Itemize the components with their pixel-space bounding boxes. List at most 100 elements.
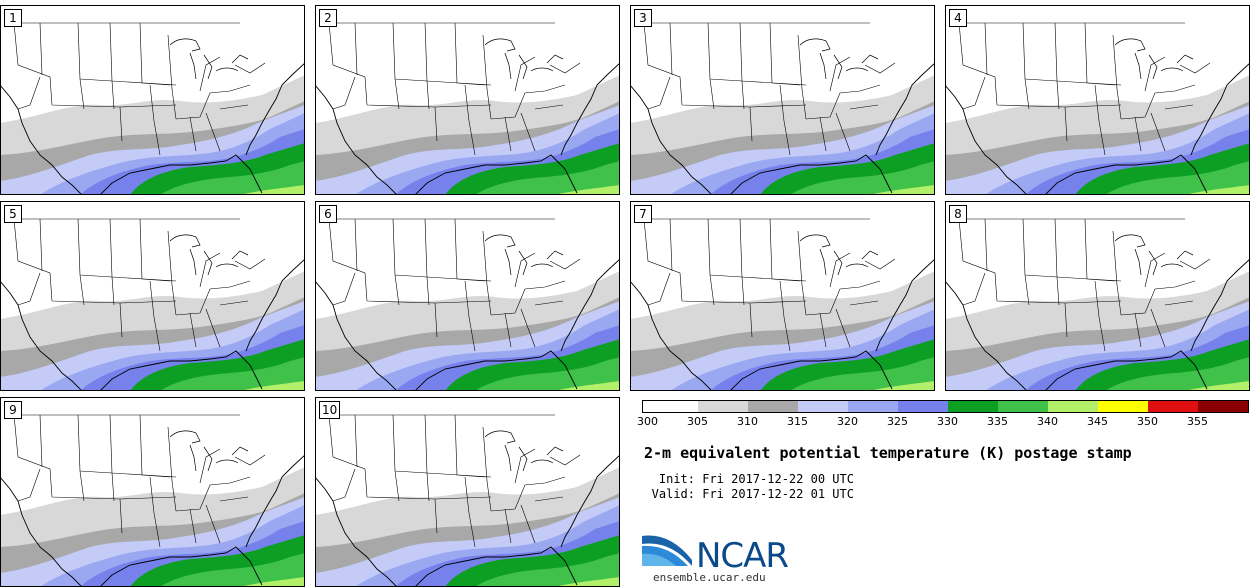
theta-e-contour-fill [1105,357,1250,391]
coastline [315,62,620,195]
member-number: 10 [319,401,341,419]
postage-stamp-panel[interactable]: 10 [315,397,620,587]
theta-e-contour-fill [1185,185,1250,195]
panel-frame [315,397,620,587]
theta-e-contour-fill [160,357,305,391]
postage-stamp-panel[interactable]: 6 [315,201,620,391]
colorbar-swatch [1048,401,1098,412]
coastline [945,62,1250,195]
postage-stamp-panel[interactable]: 5 [0,201,305,391]
colorbar-tick-label: 320 [837,415,858,428]
member-number: 1 [4,9,22,27]
state-borders [13,218,266,352]
site-url[interactable]: ensemble.ucar.edu [653,571,766,584]
ensemble-member-map [315,201,620,391]
theta-e-contour-fill [240,577,305,587]
theta-e-contour-fill [160,161,305,195]
state-borders [643,218,896,352]
colorbar-swatch [1148,401,1198,412]
theta-e-contour-fill [475,161,620,195]
product-title: 2-m equivalent potential temperature (K)… [644,444,1132,462]
great-lakes [1114,234,1194,276]
member-number: 4 [949,9,967,27]
coastline [630,62,935,195]
valid-time: Valid: Fri 2017-12-22 01 UTC [643,487,854,501]
colorbar-tick-label: 310 [737,415,758,428]
theta-e-contour-fill [555,185,620,195]
colorbar-swatch [898,401,948,412]
postage-stamp-panel[interactable]: 7 [630,201,935,391]
great-lakes [484,234,564,276]
colorbar-tick-label: 300 [637,415,658,428]
state-borders [328,414,581,548]
init-value: Fri 2017-12-22 00 UTC [702,472,854,486]
panel-frame [0,5,305,195]
great-lakes [169,430,249,472]
theta-e-contour-fill [1105,161,1250,195]
state-borders [958,218,1211,352]
colorbar-swatch [698,401,748,412]
panel-frame [315,5,620,195]
ensemble-member-map [945,5,1250,195]
coastline [945,258,1250,391]
coastline [630,258,935,391]
member-number: 5 [4,205,22,223]
colorbar-tick-label: 355 [1187,415,1208,428]
postage-stamp-panel[interactable]: 3 [630,5,935,195]
theta-e-contour-fill [240,381,305,391]
great-lakes [169,38,249,80]
colorbar-swatch [1198,401,1248,412]
colorbar-tick-label: 350 [1137,415,1158,428]
state-borders [958,22,1211,156]
colorbar-swatch [948,401,998,412]
theta-e-contour-fill [475,357,620,391]
colorbar-tick-label: 345 [1087,415,1108,428]
postage-stamp-panel[interactable]: 9 [0,397,305,587]
ensemble-member-map [0,397,305,587]
theta-e-contour-fill [870,381,935,391]
colorbar-tick-label: 325 [887,415,908,428]
colorbar-swatch [648,401,698,412]
state-borders [643,22,896,156]
theta-e-contour-fill [160,553,305,587]
ensemble-member-map [315,5,620,195]
state-borders [328,218,581,352]
colorbar-tick-label: 335 [987,415,1008,428]
coastline [315,454,620,587]
panel-frame [0,201,305,391]
colorbar-swatch [848,401,898,412]
postage-stamp-panel[interactable]: 4 [945,5,1250,195]
ensemble-member-map [630,201,935,391]
panel-frame [945,5,1250,195]
colorbar-swatch [798,401,848,412]
ensemble-member-map [630,5,935,195]
member-number: 7 [634,205,652,223]
theta-e-contour-fill [240,185,305,195]
postage-stamp-panel[interactable]: 1 [0,5,305,195]
ensemble-member-map [0,5,305,195]
colorbar-swatch [748,401,798,412]
postage-stamp-panel[interactable]: 8 [945,201,1250,391]
theta-e-contour-fill [555,577,620,587]
theta-e-contour-fill [870,185,935,195]
great-lakes [1114,38,1194,80]
great-lakes [169,234,249,276]
init-time: Init: Fri 2017-12-22 00 UTC [643,472,854,486]
colorbar-tick-label: 340 [1037,415,1058,428]
state-borders [13,414,266,548]
member-number: 2 [319,9,337,27]
theta-e-contour-fill [790,161,935,195]
colorbar-tick-label: 315 [787,415,808,428]
panel-frame [0,397,305,587]
member-number: 3 [634,9,652,27]
ncar-logo-icon [642,535,692,566]
postage-stamp-panel[interactable]: 2 [315,5,620,195]
colorbar-swatch [998,401,1048,412]
theta-e-contour-fill [475,553,620,587]
member-number: 8 [949,205,967,223]
panel-frame [630,5,935,195]
panel-frame [315,201,620,391]
valid-value: Fri 2017-12-22 01 UTC [702,487,854,501]
colorbar-swatch [1098,401,1148,412]
great-lakes [799,38,879,80]
